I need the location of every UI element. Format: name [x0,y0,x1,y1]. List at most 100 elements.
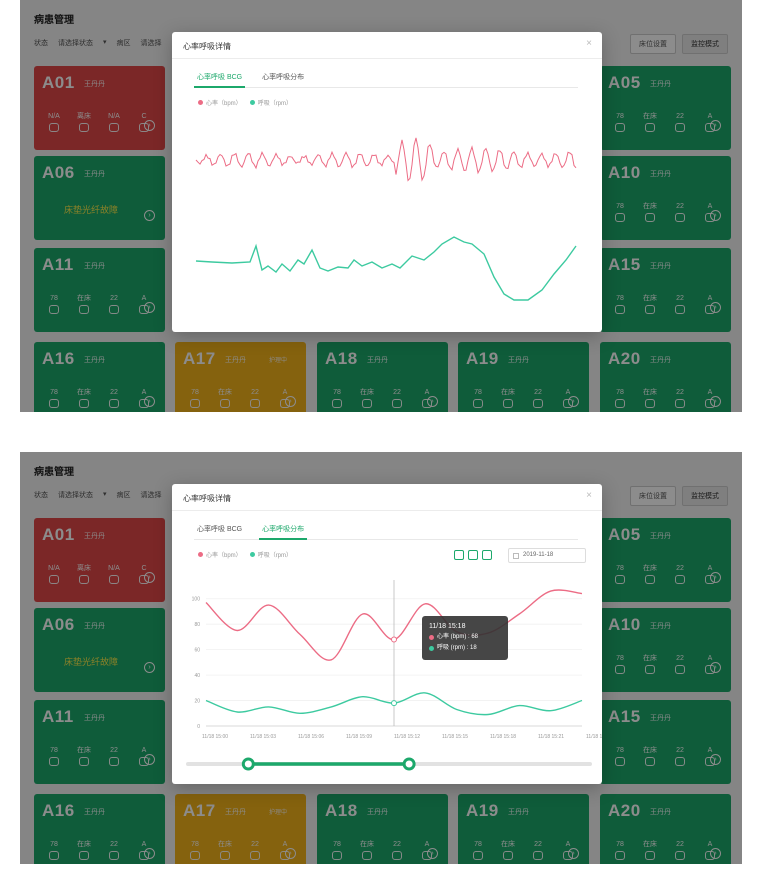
stat-value: 在床 [218,389,232,396]
tab-distribution[interactable]: 心率呼吸分布 [259,524,308,540]
chevron-right-icon[interactable]: › [710,396,721,407]
lungs-icon [392,399,402,408]
restore-icon[interactable] [468,550,478,560]
bed-card-a10[interactable]: A10 王丹丹 78 在床 22 A › [600,156,731,240]
chevron-right-icon[interactable]: › [710,754,721,765]
bed-card-a01[interactable]: A01 王丹丹 N/A 离床 N/A C › [34,66,165,150]
legend-breath[interactable]: 呼吸（rpm） [249,98,293,107]
chevron-right-icon[interactable]: › [710,572,721,583]
chevron-right-icon[interactable]: › [144,396,155,407]
heart-icon [49,123,59,132]
stat-value: 在床 [643,747,657,754]
chevron-right-icon[interactable]: › [710,210,721,221]
stat-value: A [707,747,713,754]
chevron-right-icon[interactable]: › [144,210,155,221]
stat-item: 78 [44,746,64,766]
patient-name: 王丹丹 [650,81,671,88]
bed-card-a06[interactable]: A06 王丹丹 床垫光纤故障 › [34,608,165,692]
bed-card-a06[interactable]: A06 王丹丹 床垫光纤故障 › [34,156,165,240]
stat-item: 在床 [640,564,660,584]
filter-status-select[interactable]: 请选择状态 [58,40,93,47]
bed-card-a05[interactable]: A05 王丹丹 78 在床 22 A › [600,518,731,602]
chevron-right-icon[interactable]: › [710,302,721,313]
card-stats: 78 在床 22 A [468,840,578,860]
chevron-right-icon[interactable]: › [144,120,155,131]
card-stats: 78 在床 22 A [468,388,578,408]
bed-number: A15 [608,255,641,274]
chevron-right-icon[interactable]: › [144,754,155,765]
bed-card-a18[interactable]: A18 王丹丹 78 在床 22 A › [317,794,448,864]
heart-icon [615,399,625,408]
chevron-right-icon[interactable]: › [710,662,721,673]
bed-card-a20[interactable]: A20 王丹丹 78 在床 22 A › [600,794,731,864]
bed-card-a11[interactable]: A11 王丹丹 78 在床 22 A › [34,248,165,332]
chevron-right-icon[interactable]: › [144,662,155,673]
chevron-right-icon[interactable]: › [427,396,438,407]
stat-item: 78 [44,294,64,314]
stat-item: 在床 [74,294,94,314]
bed-card-a18[interactable]: A18 王丹丹 78 在床 22 A › [317,342,448,412]
bed-card-a05[interactable]: A05 王丹丹 78 在床 22 A › [600,66,731,150]
date-picker[interactable]: 2019-11-18 [508,548,586,563]
legend-breath[interactable]: 呼吸（rpm） [249,550,292,559]
heart-icon [473,399,483,408]
monitor-mode-button[interactable]: 监控模式 [682,486,728,506]
tab-bcg[interactable]: 心率呼吸 BCG [197,526,243,533]
bed-card-a16[interactable]: A16 王丹丹 78 在床 22 A › [34,794,165,864]
bed-card-a15[interactable]: A15 王丹丹 78 在床 22 A › [600,248,731,332]
chevron-right-icon[interactable]: › [144,848,155,859]
save-image-icon[interactable] [482,550,492,560]
chevron-down-icon[interactable]: ▾ [103,491,107,498]
chevron-right-icon[interactable]: › [710,848,721,859]
close-icon[interactable]: × [586,38,592,49]
card-stats: 78 在床 22 A [610,654,720,674]
chevron-right-icon[interactable]: › [285,848,296,859]
stat-value: A [424,841,430,848]
heart-rate-hover-point [391,636,397,643]
bed-icon [645,665,655,674]
chevron-right-icon[interactable]: › [285,396,296,407]
bed-card-a01[interactable]: A01 王丹丹 N/A 离床 N/A C › [34,518,165,602]
bed-icon [645,851,655,860]
chevron-right-icon[interactable]: › [568,848,579,859]
stat-item: 在床 [74,746,94,766]
bed-settings-button[interactable]: 床位设置 [630,34,676,54]
tab-bcg[interactable]: 心率呼吸 BCG [194,72,246,88]
zoom-icon[interactable] [454,550,464,560]
bed-card-a10[interactable]: A10 王丹丹 78 在床 22 A › [600,608,731,692]
tab-distribution[interactable]: 心率呼吸分布 [262,74,305,81]
bed-card-a16[interactable]: A16 王丹丹 78 在床 22 A › [34,342,165,412]
chevron-down-icon[interactable]: ▾ [103,39,107,46]
chevron-right-icon[interactable]: › [144,302,155,313]
legend-breath-label: 呼吸（rpm） [257,101,293,107]
chevron-right-icon[interactable]: › [710,120,721,131]
stat-value: 22 [110,295,118,302]
stat-item: 22 [528,840,548,860]
stat-value: 在床 [77,747,91,754]
chevron-right-icon[interactable]: › [427,848,438,859]
bed-card-a11[interactable]: A11 王丹丹 78 在床 22 A › [34,700,165,784]
patient-name: 王丹丹 [650,809,671,816]
chevron-right-icon[interactable]: › [568,396,579,407]
legend-heart-rate[interactable]: 心率（bpm） [198,98,242,107]
stat-value: 22 [534,841,542,848]
bed-card-a17[interactable]: A17 王丹丹 护理中 78 在床 22 A › [175,794,306,864]
stat-item: 78 [610,112,630,132]
filter-status-select[interactable]: 请选择状态 [58,492,93,499]
bed-card-a15[interactable]: A15 王丹丹 78 在床 22 A › [600,700,731,784]
bed-settings-button[interactable]: 床位设置 [630,486,676,506]
bed-card-a19[interactable]: A19 王丹丹 78 在床 22 A › [458,342,589,412]
monitor-mode-button[interactable]: 监控模式 [682,34,728,54]
filter-ward-select[interactable]: 请选择 [140,40,162,47]
chevron-right-icon[interactable]: › [144,572,155,583]
bed-number: A19 [466,801,499,820]
heart-icon [49,757,59,766]
bed-card-a20[interactable]: A20 王丹丹 78 在床 22 A › [600,342,731,412]
bed-card-a19[interactable]: A19 王丹丹 78 在床 22 A › [458,794,589,864]
heart-icon [473,851,483,860]
filter-ward-select[interactable]: 请选择 [140,492,162,499]
close-icon[interactable]: × [586,490,592,501]
legend-heart-rate[interactable]: 心率（bpm） [198,550,242,559]
bed-card-a17[interactable]: A17 王丹丹 护理中 78 在床 22 A › [175,342,306,412]
